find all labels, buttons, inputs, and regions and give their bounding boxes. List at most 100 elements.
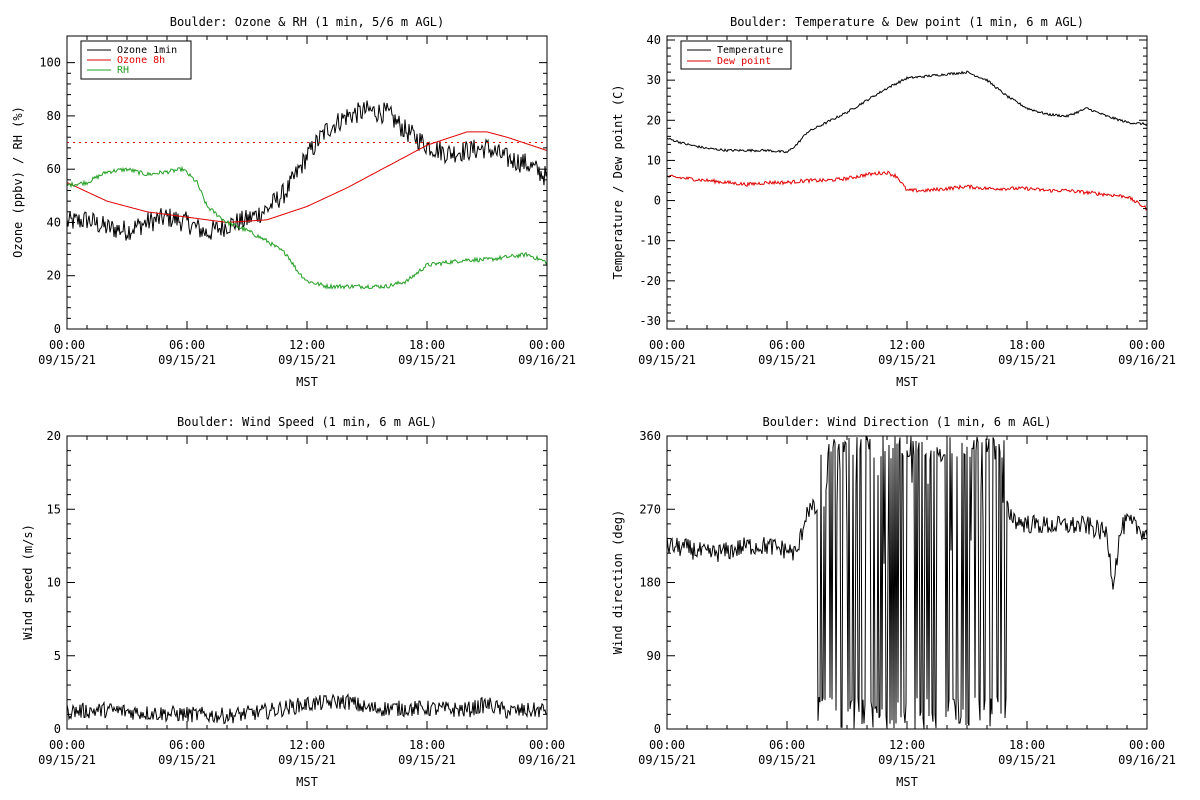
- temperature-dewpoint-x-axis: 00:0009/15/2106:0009/15/2112:0009/15/211…: [638, 36, 1176, 367]
- y-tick-label: 180: [639, 576, 661, 590]
- temperature-dewpoint-y-label: Temperature / Dew point (C): [611, 84, 625, 279]
- x-tick-date: 09/15/21: [278, 353, 336, 367]
- x-tick-label: 00:00: [529, 338, 565, 352]
- ozone-rh-plot: [66, 100, 548, 290]
- x-tick-label: 00:00: [49, 738, 85, 752]
- wind-speed-y-label: Wind speed (m/s): [21, 524, 35, 640]
- x-tick-label: 18:00: [1009, 338, 1045, 352]
- wind-speed-x-label: MST: [296, 775, 318, 789]
- y-tick-label: 30: [647, 73, 661, 87]
- x-tick-date: 09/16/21: [518, 353, 576, 367]
- y-tick-label: 0: [654, 194, 661, 208]
- temperature-dewpoint-frame: [666, 35, 1148, 330]
- wind-speed-panel: Boulder: Wind Speed (1 min, 6 m AGL) 0 5 1…: [21, 415, 576, 789]
- x-tick-date: 09/16/21: [1118, 753, 1176, 767]
- legend-temperature: Temperature: [717, 45, 783, 56]
- wind-direction-panel: Boulder: Wind Direction (1 min, 6 m AGL)…: [611, 415, 1176, 789]
- temperature-dewpoint-panel: Boulder: Temperature & Dew point (1 min,…: [611, 15, 1176, 389]
- x-tick-label: 18:00: [409, 738, 445, 752]
- x-tick-label: 12:00: [889, 738, 925, 752]
- y-tick-label: 80: [47, 109, 61, 123]
- wind-speed-title: Boulder: Wind Speed (1 min, 6 m AGL): [177, 415, 437, 429]
- series-0-line: [666, 436, 1148, 729]
- rh-line: [66, 165, 548, 290]
- x-tick-date: 09/15/21: [38, 753, 96, 767]
- y-tick-label: -30: [639, 314, 661, 328]
- temperature-dewpoint-x-label: MST: [896, 375, 918, 389]
- wind-direction-y-label: Wind direction (deg): [611, 510, 625, 655]
- y-tick-label: 20: [47, 269, 61, 283]
- x-tick-label: 06:00: [769, 338, 805, 352]
- y-tick-label: 0: [654, 722, 661, 736]
- wind-direction-title: Boulder: Wind Direction (1 min, 6 m AGL): [763, 415, 1052, 429]
- legend-rh: RH: [117, 65, 129, 76]
- ozone-rh-y-axis: 0 20 40 60 80 100: [39, 56, 547, 336]
- ozone-rh-legend: Ozone 1min Ozone 8h RH: [80, 40, 192, 80]
- ozone-8h-line: [66, 131, 548, 224]
- x-tick-date: 09/15/21: [158, 353, 216, 367]
- x-tick-date: 09/15/21: [878, 353, 936, 367]
- y-tick-label: 5: [54, 649, 61, 663]
- legend-dewpoint: Dew point: [717, 56, 771, 67]
- y-tick-label: 40: [47, 215, 61, 229]
- x-tick-date: 09/15/21: [158, 753, 216, 767]
- wind-direction-y-axis: 0 90 180 270 360: [639, 429, 1147, 736]
- temperature-dewpoint-legend-box: [680, 40, 792, 70]
- y-tick-label: 360: [639, 429, 661, 443]
- y-tick-label: 100: [39, 56, 61, 70]
- y-tick-label: 20: [647, 113, 661, 127]
- wind-direction-plot: [666, 436, 1148, 729]
- wind-speed-y-axis: 0 5 10 15 20: [47, 429, 547, 736]
- x-tick-label: 06:00: [769, 738, 805, 752]
- wind-speed-x-axis: 00:0009/15/2106:0009/15/2112:0009/15/211…: [38, 436, 576, 767]
- x-tick-label: 06:00: [169, 738, 205, 752]
- x-tick-date: 09/16/21: [1118, 353, 1176, 367]
- x-tick-label: 00:00: [1129, 338, 1165, 352]
- x-tick-label: 00:00: [649, 338, 685, 352]
- temperature-line: [666, 70, 1148, 154]
- y-tick-label: 10: [47, 576, 61, 590]
- x-tick-label: 12:00: [289, 738, 325, 752]
- x-tick-date: 09/15/21: [398, 353, 456, 367]
- x-tick-date: 09/15/21: [278, 753, 336, 767]
- y-tick-label: 10: [647, 153, 661, 167]
- ozone-rh-y-label: Ozone (ppbv) / RH (%): [11, 106, 25, 258]
- temperature-dewpoint-legend: Temperature Dew point: [680, 40, 792, 70]
- ozone-rh-frame: [66, 35, 548, 330]
- temperature-dewpoint-plot: [666, 70, 1148, 211]
- y-tick-label: 40: [647, 33, 661, 47]
- wind-direction-x-label: MST: [896, 775, 918, 789]
- ozone-1min-line: [66, 100, 548, 241]
- legend-ozone-1min: Ozone 1min: [117, 45, 177, 56]
- y-tick-label: 0: [54, 722, 61, 736]
- y-tick-label: 270: [639, 502, 661, 516]
- x-tick-label: 18:00: [409, 338, 445, 352]
- ozone-rh-panel: Boulder: Ozone & RH (1 min, 5/6 m AGL) 0…: [11, 15, 576, 389]
- y-tick-label: 0: [54, 322, 61, 336]
- y-tick-label: 20: [47, 429, 61, 443]
- legend-ozone-8h: Ozone 8h: [117, 55, 165, 66]
- y-tick-label: -10: [639, 234, 661, 248]
- x-tick-label: 12:00: [889, 338, 925, 352]
- ozone-rh-x-label: MST: [296, 375, 318, 389]
- x-tick-date: 09/15/21: [878, 753, 936, 767]
- x-tick-date: 09/15/21: [38, 353, 96, 367]
- y-tick-label: 60: [47, 162, 61, 176]
- temperature-dewpoint-title: Boulder: Temperature & Dew point (1 min,…: [730, 15, 1084, 29]
- x-tick-date: 09/15/21: [998, 753, 1056, 767]
- dew-point-line: [666, 170, 1148, 211]
- x-tick-label: 00:00: [1129, 738, 1165, 752]
- ozone-rh-title: Boulder: Ozone & RH (1 min, 5/6 m AGL): [170, 15, 445, 29]
- temperature-dewpoint-y-axis: -30 -20 -10 0 10 20 30 40: [639, 33, 1147, 328]
- y-tick-label: 90: [647, 649, 661, 663]
- x-tick-label: 18:00: [1009, 738, 1045, 752]
- x-tick-date: 09/15/21: [998, 353, 1056, 367]
- x-tick-label: 00:00: [529, 738, 565, 752]
- x-tick-date: 09/15/21: [758, 753, 816, 767]
- ozone-rh-x-axis: 00:0009/15/2106:0009/15/2112:0009/15/211…: [38, 36, 576, 367]
- x-tick-label: 12:00: [289, 338, 325, 352]
- x-tick-date: 09/16/21: [518, 753, 576, 767]
- wind-direction-x-axis: 00:0009/15/2106:0009/15/2112:0009/15/211…: [638, 436, 1176, 767]
- series-0-line: [66, 692, 548, 725]
